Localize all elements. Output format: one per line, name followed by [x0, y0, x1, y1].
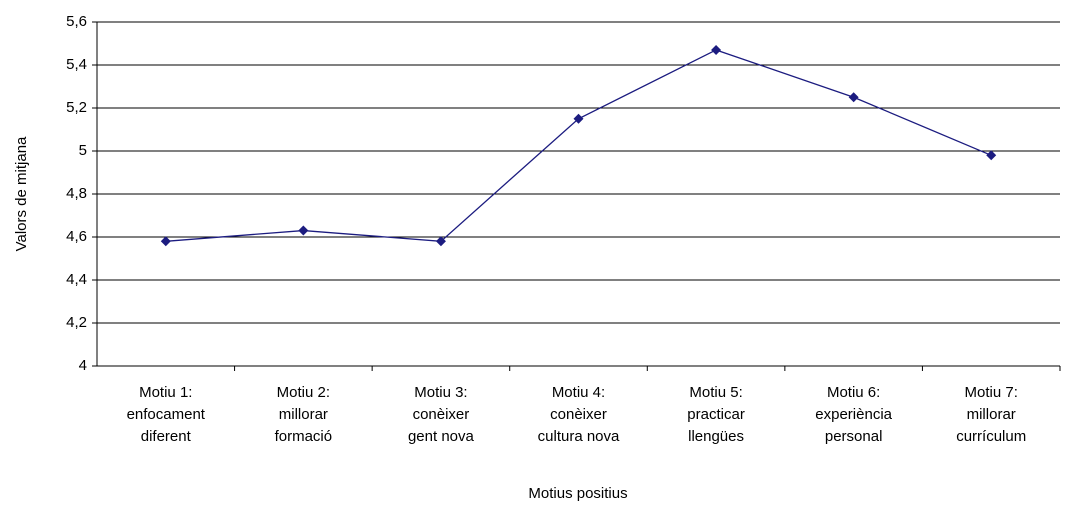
series-line	[165, 49, 992, 242]
y-tick-label: 5,2	[66, 99, 87, 116]
x-tick-label: Motiu 1: enfocament diferent	[126, 384, 205, 445]
y-tick-label: 5,4	[66, 56, 87, 73]
data-point	[573, 113, 584, 124]
data-point	[160, 236, 171, 247]
y-tick-label: 4,4	[66, 271, 87, 288]
data-point	[986, 150, 997, 161]
data-point	[435, 236, 446, 247]
y-axis-label: Valors de mitjana	[13, 136, 30, 251]
y-tick-label: 4,8	[66, 185, 87, 202]
y-tick-label: 5	[79, 142, 87, 159]
x-tick-label: Motiu 4: conèixer cultura nova	[537, 384, 620, 445]
y-tick-label: 4,6	[66, 228, 87, 245]
x-axis-label: Motius positius	[528, 485, 627, 502]
data-point	[711, 44, 722, 55]
x-tick-label: Motiu 7: millorar currículum	[956, 384, 1027, 445]
x-tick-label: Motiu 3: conèixer gent nova	[407, 384, 474, 445]
data-point	[848, 92, 859, 103]
y-tick-label: 5,6	[66, 13, 87, 30]
x-tick-label: Motiu 6: experiència personal	[815, 384, 892, 445]
x-tick-label: Motiu 5: practicar llengües	[687, 384, 745, 445]
x-tick-label: Motiu 2: millorar formació	[274, 384, 333, 445]
y-tick-label: 4,2	[66, 314, 87, 331]
data-point	[298, 225, 309, 236]
y-tick-label: 4	[79, 357, 87, 374]
